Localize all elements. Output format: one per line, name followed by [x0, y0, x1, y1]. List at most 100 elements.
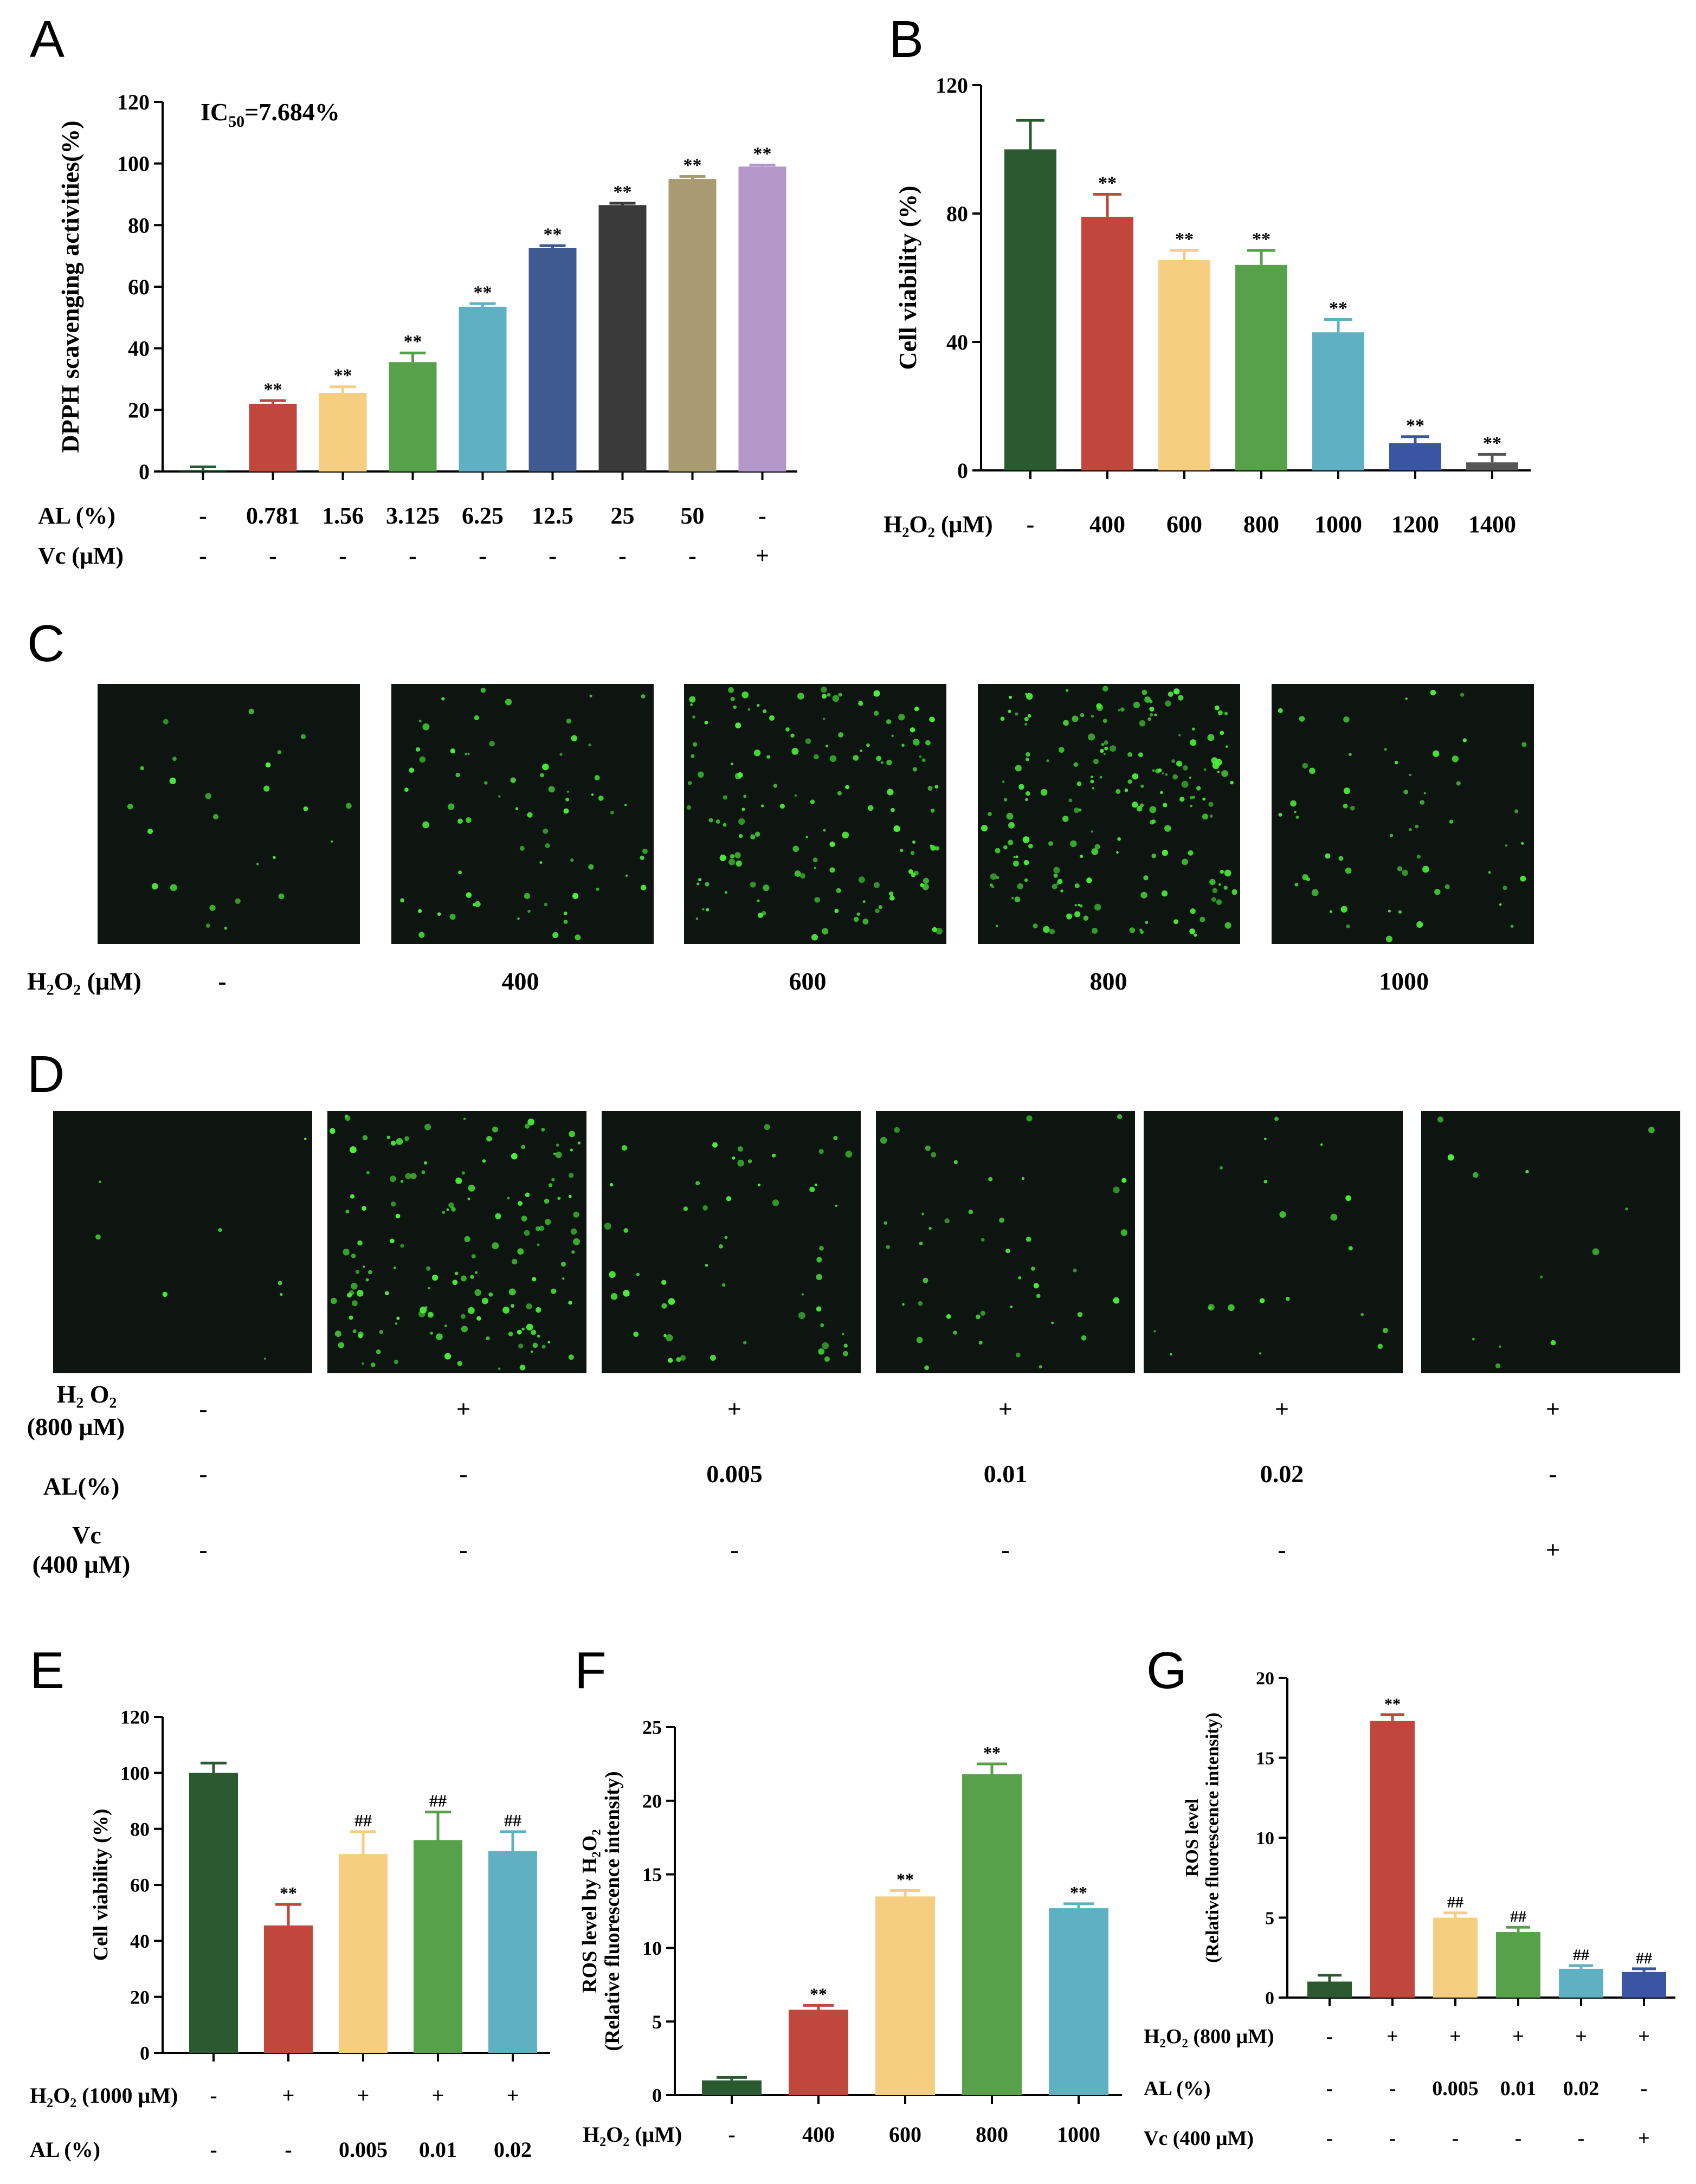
fluorescent-cell	[880, 761, 884, 765]
fluorescent-cell	[1420, 924, 1422, 927]
fluorescent-cell	[352, 1329, 357, 1334]
fluorescent-cell	[370, 1362, 376, 1367]
fluorescent-cell	[764, 1124, 770, 1130]
fluorescent-cell	[1345, 1195, 1351, 1201]
fluorescent-cell	[1090, 776, 1093, 778]
fluorescent-cell	[1218, 883, 1221, 886]
treatment-value: -	[549, 542, 557, 569]
fluorescent-cell	[531, 1329, 537, 1335]
treatment-value: -	[459, 1460, 467, 1488]
fluorescent-cell	[1165, 773, 1168, 776]
fluorescent-cell	[95, 1234, 101, 1240]
treatment-value: 0.01	[419, 2137, 457, 2162]
fluorescent-cell	[1149, 806, 1157, 813]
treatment-value: 0.005	[706, 1460, 763, 1488]
fluorescent-cell	[705, 1264, 708, 1267]
fluorescent-cell	[425, 1306, 428, 1309]
treatment-row-label: AL (%)	[38, 502, 115, 529]
fluorescent-cell	[842, 1333, 844, 1335]
micrograph-d-6	[1421, 1111, 1680, 1373]
fluorescent-cell	[1495, 1363, 1501, 1368]
fluorescent-cell	[1178, 695, 1184, 701]
fluorescent-cell	[390, 1201, 396, 1207]
fluorescent-cell	[1286, 1296, 1290, 1301]
treatment-value: -	[1389, 2077, 1396, 2100]
bar	[389, 362, 437, 471]
fluorescent-cell	[1415, 824, 1419, 829]
fluorescent-cell	[426, 1266, 431, 1271]
fluorescent-cell	[1172, 774, 1178, 780]
treatment-value: 800	[976, 2122, 1008, 2147]
fluorescent-cell	[396, 1316, 400, 1320]
fluorescent-cell	[363, 1265, 365, 1268]
fluorescent-cell	[300, 734, 306, 739]
fluorescent-cell	[1202, 797, 1205, 801]
fluorescent-cell	[750, 881, 756, 888]
fluorescent-cell	[476, 1316, 481, 1321]
fluorescent-cell	[362, 1206, 366, 1211]
fluorescent-cell	[552, 932, 559, 938]
fluorescent-cell	[878, 905, 882, 909]
fluorescent-cell	[1136, 805, 1143, 812]
fluorescent-cell	[1005, 1248, 1010, 1253]
fluorescent-cell	[1139, 928, 1143, 932]
fluorescent-cell	[988, 1177, 993, 1181]
micrograph-d-4	[876, 1111, 1135, 1373]
fluorescent-cell	[621, 1145, 628, 1151]
fluorescent-cell	[1113, 1297, 1120, 1304]
fluorescent-cell	[829, 867, 835, 873]
fluorescent-cell	[1048, 841, 1053, 846]
fluorescent-cell	[792, 845, 799, 852]
fluorescent-cell	[1076, 781, 1082, 786]
fluorescent-cell	[894, 1127, 900, 1133]
fluorescent-cell	[741, 691, 749, 699]
fluorescent-cell	[1026, 752, 1030, 757]
fluorescent-cell	[1080, 855, 1084, 858]
fluorescent-cell	[212, 814, 218, 820]
fluorescent-cell	[843, 1343, 848, 1348]
fluorescent-cell	[1068, 798, 1073, 803]
treatment-value: 3.125	[386, 502, 440, 529]
fluorescent-cell	[1190, 739, 1197, 746]
panel-b-letter: B	[889, 10, 924, 68]
fluorescent-cell	[540, 773, 544, 778]
fluorescent-cell	[772, 1199, 779, 1206]
treatment-value: -	[1326, 2077, 1333, 2100]
fluorescent-cell	[570, 1148, 573, 1152]
treatment-value: -	[728, 2122, 735, 2147]
fluorescent-cell	[1104, 746, 1108, 751]
fluorescent-cell	[1345, 867, 1352, 874]
fluorescent-cell	[910, 851, 914, 855]
treatment-value: +	[1638, 2025, 1650, 2048]
fluorescent-cell	[1168, 692, 1173, 697]
fluorescent-cell	[140, 766, 144, 771]
treatment-value: 400	[1089, 511, 1125, 538]
fluorescent-cell	[921, 1212, 925, 1216]
fluorescent-cell	[418, 720, 422, 723]
fluorescent-cell	[542, 763, 549, 771]
fluorescent-cell	[1129, 927, 1136, 933]
fluorescent-cell	[460, 1314, 466, 1319]
fluorescent-cell	[1263, 1179, 1268, 1184]
fluorescent-cell	[1039, 1365, 1042, 1369]
fluorescent-cell	[845, 785, 850, 790]
fluorescent-cell	[757, 899, 760, 902]
fluorescent-cell	[423, 1161, 428, 1165]
y-tick-label: 100	[117, 152, 150, 176]
fluorescent-cell	[1190, 908, 1196, 914]
fluorescent-cell	[537, 1334, 540, 1338]
treatment-value: +	[282, 2083, 295, 2108]
fluorescent-cell	[498, 1367, 501, 1371]
y-tick-label: 0	[957, 458, 968, 483]
fluorescent-cell	[1006, 812, 1014, 820]
fluorescent-cell	[1008, 839, 1014, 845]
fluorescent-cell	[482, 1159, 486, 1163]
fluorescent-cell	[525, 1192, 530, 1197]
fluorescent-cell	[424, 1123, 431, 1130]
fluorescent-cell	[822, 694, 827, 699]
fluorescent-cell	[1021, 1177, 1025, 1180]
treatment-value: 0.005	[339, 2137, 388, 2162]
fluorescent-cell	[1031, 1267, 1035, 1271]
fluorescent-cell	[1117, 837, 1121, 841]
treatment-row: H₂O₂ (800 μM) - + + + + +	[1144, 2025, 1650, 2048]
